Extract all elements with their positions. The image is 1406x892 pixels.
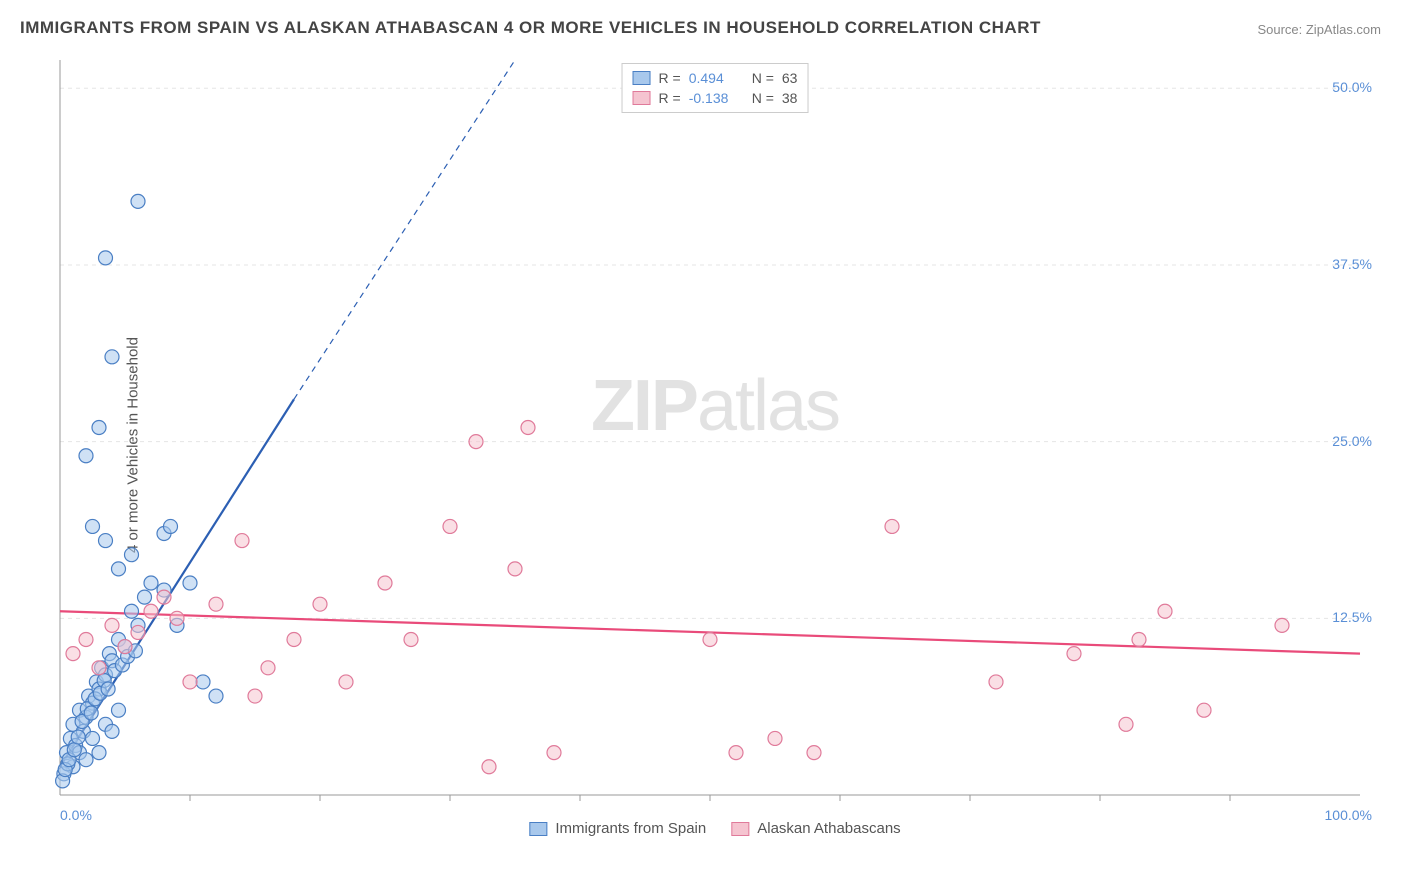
r-label: R = bbox=[659, 70, 681, 86]
series-legend-item: Immigrants from Spain bbox=[529, 820, 706, 837]
chart-title: IMMIGRANTS FROM SPAIN VS ALASKAN ATHABAS… bbox=[20, 18, 1041, 38]
x-tick-label: 100.0% bbox=[1325, 807, 1372, 823]
scatter-plot bbox=[50, 55, 1380, 835]
y-tick-label: 12.5% bbox=[1332, 609, 1372, 625]
y-tick-label: 50.0% bbox=[1332, 79, 1372, 95]
x-tick-label: 0.0% bbox=[60, 807, 92, 823]
n-value: 38 bbox=[782, 90, 798, 106]
series-label: Alaskan Athabascans bbox=[757, 820, 900, 837]
legend-swatch bbox=[529, 822, 547, 836]
y-tick-label: 37.5% bbox=[1332, 256, 1372, 272]
r-value: 0.494 bbox=[689, 70, 744, 86]
legend-swatch bbox=[633, 71, 651, 85]
n-label: N = bbox=[752, 90, 774, 106]
chart-area: 4 or more Vehicles in Household ZIPatlas… bbox=[50, 55, 1380, 835]
legend-swatch bbox=[731, 822, 749, 836]
r-value: -0.138 bbox=[689, 90, 744, 106]
n-value: 63 bbox=[782, 70, 798, 86]
correlation-legend-row: R = 0.494 N = 63 bbox=[633, 68, 798, 88]
legend-swatch bbox=[633, 91, 651, 105]
series-legend-item: Alaskan Athabascans bbox=[731, 820, 900, 837]
source-attribution: Source: ZipAtlas.com bbox=[1257, 22, 1381, 37]
correlation-legend-row: R = -0.138 N = 38 bbox=[633, 88, 798, 108]
n-label: N = bbox=[752, 70, 774, 86]
correlation-legend: R = 0.494 N = 63 R = -0.138 N = 38 bbox=[622, 63, 809, 113]
series-legend: Immigrants from Spain Alaskan Athabascans bbox=[529, 820, 900, 837]
source-value: ZipAtlas.com bbox=[1306, 22, 1381, 37]
r-label: R = bbox=[659, 90, 681, 106]
source-prefix: Source: bbox=[1257, 22, 1305, 37]
series-label: Immigrants from Spain bbox=[555, 820, 706, 837]
y-tick-label: 25.0% bbox=[1332, 433, 1372, 449]
